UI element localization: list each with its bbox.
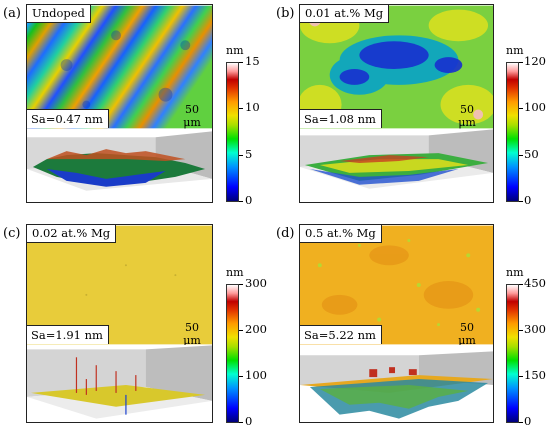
colorbar-unit-d: nm xyxy=(506,266,524,279)
afm-panel-a: Undoped 50 μm Sa=0.47 nm xyxy=(26,4,213,203)
afm-panel-d: 0.5 at.% Mg 50 μm Sa=5.22 nm xyxy=(299,224,494,423)
colorbar-tick-c-0: 300 xyxy=(245,276,267,290)
sa-value-a: Sa=0.47 nm xyxy=(27,109,109,128)
scale-bar-label-a: 50 μm xyxy=(183,103,201,129)
colorbar-tick-b-1: 100 xyxy=(524,100,546,114)
afm-topography-map-b xyxy=(300,5,493,129)
colorbar-tick-d-3: 0 xyxy=(524,414,532,428)
afm-panel-b: 0.01 at.% Mg 50 μm Sa=1.08 nm xyxy=(299,4,494,203)
panel-label-b: (b) xyxy=(276,6,295,21)
sa-value-d: Sa=5.22 nm xyxy=(300,325,382,344)
sample-label-a: Undoped xyxy=(27,5,91,23)
panel-label-a: (a) xyxy=(3,6,21,21)
afm-3d-surface-c xyxy=(27,345,212,422)
colorbar-tick-d-2: 150 xyxy=(524,368,546,382)
afm-topography-map-c xyxy=(27,225,212,345)
colorbar-tick-b-2: 50 xyxy=(524,147,539,161)
afm-3d-surface-b xyxy=(300,129,493,202)
colorbar-tick-c-3: 0 xyxy=(245,414,253,428)
colorbar-tick-c-1: 200 xyxy=(245,322,267,336)
colorbar-tick-b-0: 120 xyxy=(524,54,546,68)
sample-label-c: 0.02 at.% Mg xyxy=(27,225,117,243)
colorbar-tick-b-3: 0 xyxy=(524,193,532,207)
colorbar-tick-d-1: 300 xyxy=(524,322,546,336)
sa-value-b: Sa=1.08 nm xyxy=(300,109,382,128)
colorbar-tick-a-1: 10 xyxy=(245,100,260,114)
afm-3d-surface-a xyxy=(27,129,212,202)
sample-label-d: 0.5 at.% Mg xyxy=(300,225,382,243)
colorbar-unit-b: nm xyxy=(506,44,524,57)
scale-bar-label-d: 50 μm xyxy=(458,321,476,347)
colorbar-tick-a-2: 5 xyxy=(245,147,253,161)
colorbar-c xyxy=(226,284,239,423)
panel-label-d: (d) xyxy=(276,226,295,241)
scale-bar-label-b: 50 μm xyxy=(458,103,476,129)
scale-bar-a: 50 μm xyxy=(175,103,209,131)
colorbar-b xyxy=(506,62,519,202)
colorbar-tick-a-3: 0 xyxy=(245,193,253,207)
colorbar-a xyxy=(226,62,239,202)
panel-label-c: (c) xyxy=(3,226,21,241)
scale-bar-b: 50 μm xyxy=(450,103,484,131)
colorbar-unit-c: nm xyxy=(226,266,244,279)
colorbar-tick-c-2: 100 xyxy=(245,368,267,382)
colorbar-tick-a-0: 15 xyxy=(245,54,260,68)
scale-bar-label-c: 50 μm xyxy=(183,321,201,347)
colorbar-tick-d-0: 450 xyxy=(524,276,546,290)
sample-label-b: 0.01 at.% Mg xyxy=(300,5,390,23)
colorbar-unit-a: nm xyxy=(226,44,244,57)
afm-topography-map-a xyxy=(27,5,212,129)
afm-panel-c: 0.02 at.% Mg 50 μm Sa=1.91 nm xyxy=(26,224,213,423)
sa-value-c: Sa=1.91 nm xyxy=(27,325,109,344)
afm-3d-surface-d xyxy=(300,345,493,422)
colorbar-d xyxy=(506,284,519,423)
afm-topography-map-d xyxy=(300,225,493,345)
